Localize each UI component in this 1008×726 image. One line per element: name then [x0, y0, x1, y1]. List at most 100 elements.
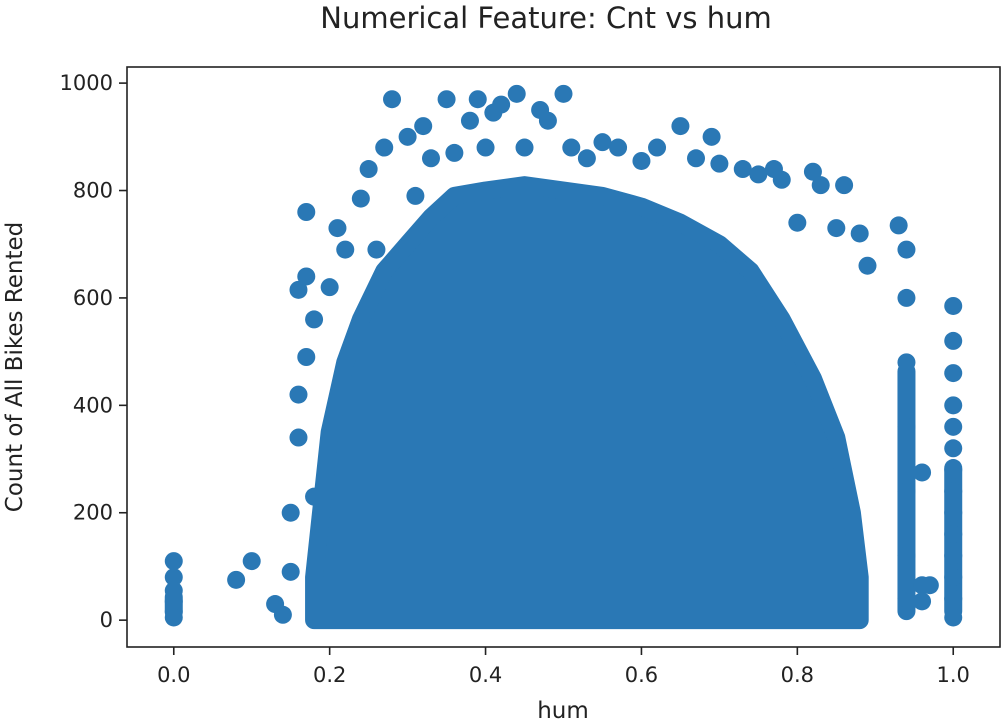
x-axis: 0.0 0.2 0.4 0.6 0.8 1.0	[157, 647, 970, 687]
scatter-point	[297, 203, 316, 221]
scatter-point	[289, 428, 308, 447]
scatter-point	[733, 160, 752, 179]
plot-frame	[126, 66, 1001, 648]
scatter-point	[811, 176, 830, 195]
y-tick-label: 600	[73, 286, 113, 310]
plot-area	[164, 84, 963, 630]
scatter-point	[944, 608, 963, 627]
scatter-point	[944, 364, 963, 383]
x-tick-label: 0.4	[469, 663, 502, 687]
scatter-point	[648, 138, 667, 157]
scatter-point	[889, 216, 908, 235]
scatter-point	[562, 138, 581, 157]
dense-point-cloud	[164, 176, 963, 630]
y-tick-label: 800	[73, 179, 113, 203]
scatter-point	[492, 95, 511, 114]
scatter-point	[897, 240, 916, 259]
scatter-point	[671, 117, 690, 136]
scatter-point	[609, 138, 628, 157]
scatter-point	[710, 154, 729, 173]
scatter-point	[944, 503, 963, 522]
scatter-point	[289, 280, 308, 299]
scatter-point	[281, 562, 300, 581]
scatter-point	[538, 111, 557, 130]
scatter-point	[273, 605, 292, 624]
scatter-point	[944, 331, 963, 350]
scatter-point	[687, 149, 706, 168]
scatter-point	[944, 417, 963, 436]
x-tick-label: 0.0	[157, 663, 190, 687]
scatter-point	[289, 385, 308, 404]
scatter-point	[897, 546, 916, 565]
scatter-point	[632, 151, 651, 170]
scatter-point	[850, 224, 869, 243]
scatter-point	[897, 482, 916, 501]
data-points	[164, 84, 963, 627]
scatter-point	[835, 176, 854, 195]
dense-region	[305, 176, 869, 630]
scatter-point	[164, 552, 183, 571]
scatter-point	[897, 288, 916, 307]
scatter-point	[749, 165, 768, 184]
scatter-point	[944, 525, 963, 544]
y-tick-label: 0	[100, 608, 113, 632]
scatter-point	[406, 186, 425, 205]
scatter-point	[351, 189, 370, 208]
scatter-point	[858, 256, 877, 275]
scatter-point	[944, 589, 963, 608]
scatter-point	[476, 138, 495, 157]
scatter-point	[328, 219, 347, 238]
scatter-point	[897, 417, 916, 436]
scatter-point	[336, 240, 355, 259]
y-axis: 0 200 400 600 800 1000	[60, 71, 127, 632]
scatter-point	[305, 487, 324, 506]
x-axis-label: hum	[537, 698, 589, 724]
scatter-point	[359, 160, 378, 179]
y-axis-label: Count of All Bikes Rented	[2, 222, 28, 512]
scatter-point	[913, 592, 932, 611]
x-tick-label: 0.8	[781, 663, 814, 687]
scatter-point	[468, 90, 487, 109]
scatter-point	[414, 117, 433, 136]
scatter-point	[242, 552, 261, 571]
scatter-point	[437, 90, 456, 109]
scatter-point	[803, 162, 822, 181]
scatter-point	[227, 570, 246, 589]
x-tick-label: 0.6	[625, 663, 658, 687]
scatter-point	[421, 149, 440, 168]
x-tick-label: 1.0	[937, 663, 970, 687]
scatter-point	[944, 396, 963, 415]
scatter-point	[920, 576, 939, 595]
scatter-point	[305, 310, 324, 329]
scatter-point	[913, 463, 932, 482]
scatter-point	[944, 546, 963, 565]
scatter-point	[375, 138, 394, 157]
scatter-point	[897, 353, 916, 372]
y-tick-label: 1000	[60, 71, 113, 95]
y-tick-label: 400	[73, 393, 113, 417]
scatter-point	[944, 296, 963, 315]
scatter-point	[297, 267, 316, 286]
scatter-point	[383, 90, 402, 109]
scatter-point	[944, 568, 963, 587]
scatter-point	[772, 170, 791, 189]
scatter-point	[367, 240, 386, 259]
scatter-point	[460, 111, 479, 130]
scatter-point	[944, 439, 963, 458]
scatter-point	[827, 219, 846, 238]
scatter-point	[897, 589, 916, 608]
scatter-point	[515, 138, 534, 157]
scatter-point	[445, 143, 464, 162]
scatter-point	[297, 348, 316, 366]
x-tick-label: 0.2	[313, 663, 346, 687]
scatter-point	[944, 482, 963, 501]
scatter-point	[593, 133, 612, 152]
y-tick-label: 200	[73, 501, 113, 525]
scatter-point	[398, 127, 417, 146]
scatter-point	[554, 84, 573, 103]
scatter-point	[320, 278, 339, 297]
scatter-point	[507, 84, 526, 103]
scatter-point	[164, 608, 183, 627]
scatter-point	[944, 460, 963, 479]
scatter-point	[281, 503, 300, 522]
